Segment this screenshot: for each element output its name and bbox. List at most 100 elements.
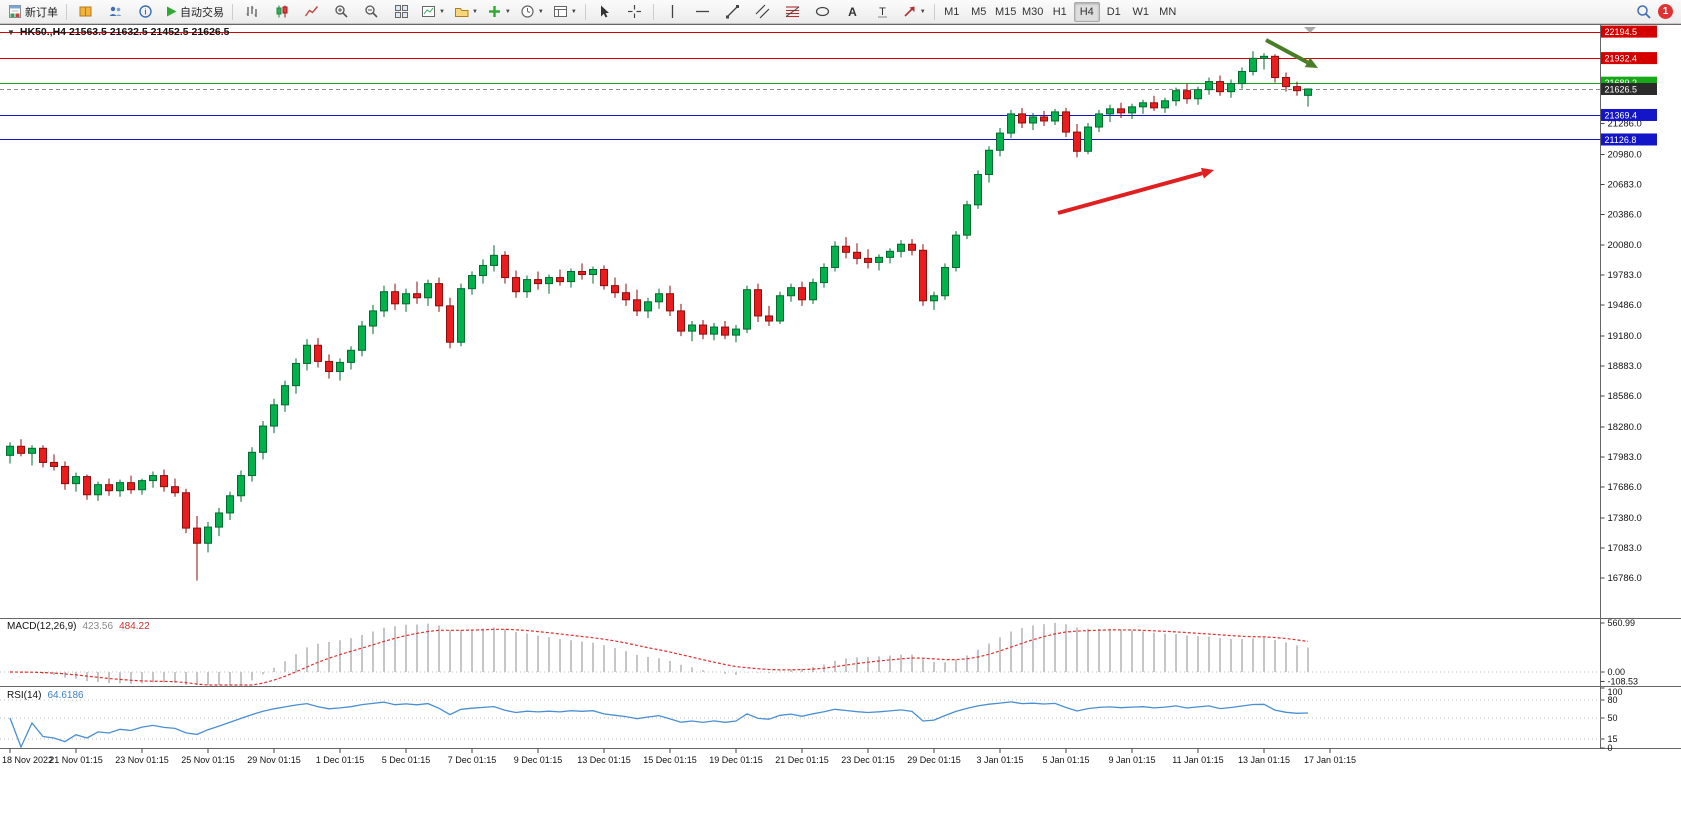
- trend-arrow[interactable]: [1057, 167, 1214, 215]
- label-button[interactable]: T: [868, 1, 897, 23]
- new-order-button[interactable]: 新订单: [4, 1, 62, 23]
- svg-text:18883.0: 18883.0: [1608, 361, 1642, 372]
- periods-button[interactable]: ▼: [516, 1, 548, 23]
- svg-text:20683.0: 20683.0: [1608, 179, 1642, 190]
- svg-text:17380.0: 17380.0: [1608, 513, 1642, 524]
- trendline-button[interactable]: [718, 1, 747, 23]
- caret-down-icon: ▼: [919, 8, 926, 15]
- svg-text:9 Jan 01:15: 9 Jan 01:15: [1108, 755, 1155, 765]
- price-tag-21369.4[interactable]: [1601, 108, 1657, 121]
- zoom-out-icon: [365, 5, 378, 18]
- svg-text:20980.0: 20980.0: [1608, 149, 1642, 160]
- market-watch-button[interactable]: [71, 1, 100, 23]
- svg-text:21932.4: 21932.4: [1605, 54, 1638, 64]
- trendline-icon: [725, 5, 739, 19]
- people-icon: [109, 6, 122, 16]
- caret-down-icon: ▼: [471, 8, 478, 15]
- vertical-line-button[interactable]: [658, 1, 687, 23]
- timeframe-m1[interactable]: M1: [944, 5, 960, 18]
- text-button[interactable]: A: [838, 1, 867, 23]
- new-chart-button[interactable]: ▼: [417, 1, 449, 23]
- svg-text:17983.0: 17983.0: [1608, 452, 1642, 463]
- bar-chart-button[interactable]: [237, 1, 266, 23]
- price-tags: 22194.521932.421689.221626.521369.421126…: [1601, 25, 1657, 146]
- timeframe-d1[interactable]: D1: [1106, 5, 1121, 18]
- price-tag-21932.4[interactable]: [1601, 52, 1657, 65]
- svg-text:18 Nov 2022: 18 Nov 2022: [2, 755, 53, 765]
- hline-layer[interactable]: [0, 32, 1601, 140]
- price-axis: 21286.0 20980.0 20683.0 20386.0 20080.0 19783…: [1600, 118, 1642, 584]
- toolbar-right: 1: [1636, 4, 1677, 20]
- svg-text:19783.0: 19783.0: [1608, 270, 1642, 281]
- fibonacci-button[interactable]: [778, 1, 807, 23]
- chart-window-icon: [422, 6, 435, 17]
- line-chart-button[interactable]: [297, 1, 326, 23]
- svg-text:1 Dec 01:15: 1 Dec 01:15: [316, 755, 365, 765]
- ellipse-icon: [815, 6, 829, 17]
- search-icon[interactable]: [1636, 4, 1652, 20]
- channel-button[interactable]: [748, 1, 777, 23]
- templates-button[interactable]: ▼: [549, 1, 581, 23]
- svg-text:i: i: [144, 8, 146, 17]
- svg-text:18586.0: 18586.0: [1608, 391, 1642, 402]
- crosshair-button[interactable]: [620, 1, 649, 23]
- svg-text:0.00: 0.00: [1608, 667, 1626, 677]
- svg-text:17 Jan 01:15: 17 Jan 01:15: [1304, 755, 1356, 765]
- candle-chart-button[interactable]: [267, 1, 296, 23]
- timeframe-m5[interactable]: M5: [971, 5, 987, 18]
- svg-text:5 Jan 01:15: 5 Jan 01:15: [1042, 755, 1089, 765]
- timeframe-m15[interactable]: M15: [995, 5, 1017, 18]
- timeframe-mn[interactable]: MN: [1159, 5, 1177, 18]
- timeframe-w1[interactable]: W1: [1132, 5, 1149, 18]
- toolbar-separator: [933, 3, 935, 20]
- autotrading-button[interactable]: 自动交易: [161, 1, 228, 23]
- accounts-button[interactable]: [101, 1, 130, 23]
- price-tag-22194.5[interactable]: [1601, 25, 1657, 38]
- tile-windows-icon: [395, 5, 408, 18]
- shapes-button[interactable]: [808, 1, 837, 23]
- chart-canvas[interactable]: 21286.0 20980.0 20683.0 20386.0 20080.0 19783…: [0, 23, 1681, 826]
- timeframe-h1[interactable]: H1: [1052, 5, 1067, 18]
- svg-text:80: 80: [1608, 695, 1618, 705]
- autotrading-label: 自动交易: [180, 6, 224, 19]
- svg-text:21626.5: 21626.5: [1605, 84, 1638, 94]
- arrows-tool-button[interactable]: ▼: [898, 1, 930, 23]
- zoom-in-button[interactable]: [327, 1, 356, 23]
- profiles-button[interactable]: ▼: [450, 1, 482, 23]
- price-tag-21126.8[interactable]: [1601, 133, 1657, 146]
- svg-text:21 Dec 01:15: 21 Dec 01:15: [775, 755, 829, 765]
- svg-text:T: T: [879, 6, 886, 18]
- svg-text:19 Dec 01:15: 19 Dec 01:15: [709, 755, 763, 765]
- svg-text:23 Dec 01:15: 23 Dec 01:15: [841, 755, 895, 765]
- chart-svg[interactable]: 21286.0 20980.0 20683.0 20386.0 20080.0 19783…: [0, 23, 1681, 826]
- horizontal-line-button[interactable]: [688, 1, 717, 23]
- caret-down-icon: ▼: [537, 8, 544, 15]
- svg-text:9 Dec 01:15: 9 Dec 01:15: [514, 755, 563, 765]
- svg-text:21286.0: 21286.0: [1608, 118, 1642, 129]
- help-button[interactable]: i: [131, 1, 160, 23]
- label-t-icon: T: [877, 6, 887, 18]
- svg-text:20386.0: 20386.0: [1608, 209, 1642, 220]
- line-chart-icon: [304, 6, 319, 17]
- svg-text:16786.0: 16786.0: [1608, 573, 1642, 584]
- svg-text:15 Dec 01:15: 15 Dec 01:15: [643, 755, 697, 765]
- book-icon: [79, 6, 92, 17]
- price-tag-21626.5[interactable]: [1601, 82, 1657, 95]
- vertical-line-icon: [671, 5, 673, 18]
- svg-text:21 Nov 01:15: 21 Nov 01:15: [49, 755, 103, 765]
- text-a-icon: A: [848, 5, 857, 19]
- chart-menu-button[interactable]: ▼: [7, 27, 15, 37]
- timeframe-h4[interactable]: H4: [1073, 1, 1100, 22]
- zoom-in-icon: [335, 5, 348, 18]
- svg-text:7 Dec 01:15: 7 Dec 01:15: [448, 755, 497, 765]
- tile-windows-button[interactable]: [387, 1, 416, 23]
- cursor-button[interactable]: [590, 1, 619, 23]
- indicators-button[interactable]: ▼: [483, 1, 515, 23]
- timeframe-m30[interactable]: M30: [1022, 5, 1044, 18]
- zoom-out-button[interactable]: [357, 1, 386, 23]
- chart-shift-marker[interactable]: [1304, 27, 1316, 33]
- svg-text:50: 50: [1608, 713, 1618, 723]
- profiles-icon: [454, 8, 469, 17]
- notification-badge[interactable]: 1: [1658, 4, 1673, 19]
- trend-arrow[interactable]: [1265, 38, 1318, 68]
